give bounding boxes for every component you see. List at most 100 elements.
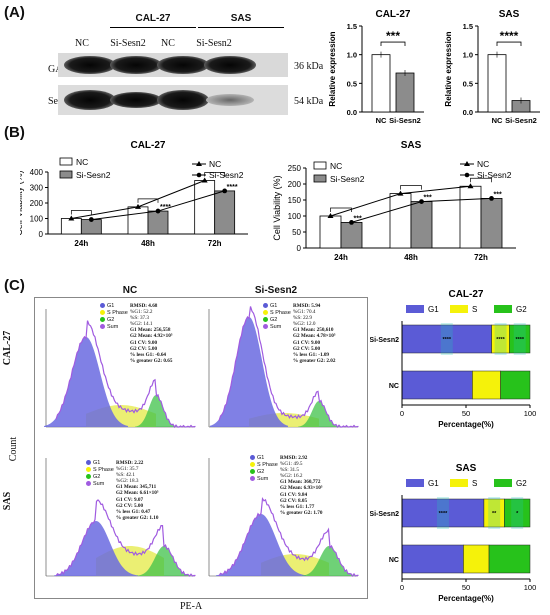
s-dot-icon — [100, 310, 105, 316]
stat: %S: 37.3 — [130, 315, 150, 322]
significance-label: **** — [227, 184, 238, 191]
legend-label: NC — [76, 157, 88, 167]
y-tick-label: 200 — [30, 199, 44, 208]
chart-title: SAS — [499, 9, 520, 20]
x-tick-label: 24h — [334, 253, 348, 262]
y-tick-label: 0 — [39, 230, 44, 239]
g1-peak — [210, 317, 288, 427]
y-tick-label: 300 — [30, 184, 44, 193]
relative-expression-sas-chart: SAS 0.0 0.5 1.0 1.5 Relative expression NC Si-S… — [444, 9, 540, 125]
stat: RMSD: 4.68 — [130, 303, 158, 309]
legend-marker — [464, 172, 470, 178]
stacked-segment — [488, 544, 531, 574]
legend-label: Sum — [107, 324, 119, 330]
legend-label: G2 — [93, 474, 101, 480]
y-tick-label: 0.5 — [463, 79, 473, 88]
stacked-segment — [500, 370, 531, 400]
significance-highlight — [488, 497, 501, 529]
flow-column-title: Si-Sesn2 — [254, 285, 298, 296]
y-tick-label: 250 — [288, 164, 302, 173]
significance-bracket — [400, 185, 422, 190]
bar — [214, 190, 236, 235]
flow-stats: RMSD: 4.68 %G1: 52.2 %S: 37.3 %G2: 14.1 … — [130, 303, 172, 364]
x-tick-label: 24h — [74, 239, 88, 248]
g2-peak — [137, 546, 191, 576]
marker-triangle — [201, 177, 208, 183]
s-dot-icon — [86, 467, 91, 473]
significance-highlight — [436, 497, 449, 529]
marker-circle — [155, 208, 161, 214]
stat: G2 CV: 5.00 — [293, 345, 321, 352]
stat: G1 CV: 9.07 — [116, 496, 144, 503]
x-tick-label: 50 — [462, 583, 470, 592]
marker-triangle — [397, 190, 404, 196]
stat: G1 Mean: 256,558 — [130, 327, 171, 334]
stat: % less G1: 0.47 — [116, 508, 151, 515]
y-tick-label: 1.5 — [463, 22, 473, 31]
s-dot-icon — [263, 310, 268, 316]
stat: %G1: 52.2 — [130, 309, 153, 316]
legend-label: G2 — [257, 469, 265, 475]
flow-row-title: CAL-27 — [2, 330, 13, 366]
g2-dot-icon — [86, 474, 91, 480]
flow-histogram — [45, 458, 196, 577]
legend-label: G1 — [428, 305, 439, 314]
flow-ylabel: Count — [8, 436, 19, 462]
legend-swatch — [406, 479, 424, 487]
legend-label: NC — [477, 159, 489, 169]
significance-label: *** — [424, 195, 432, 202]
bar — [147, 210, 169, 235]
sum-curve — [218, 496, 359, 578]
x-tick-label: 50 — [462, 409, 470, 418]
marker-circle — [349, 220, 354, 225]
legend-label: S Phase — [107, 310, 128, 316]
sum-curve — [218, 306, 359, 429]
flow-stats: RMSD: 5.94 %G1: 70.4 %S: 22.9 %G2: 12.0 … — [293, 303, 335, 364]
divider — [198, 27, 284, 28]
panel-label-c: (C) — [4, 277, 25, 294]
significance-bracket — [496, 41, 522, 47]
flow-stats: RMSD: 2.92 %G1: 49.5 %S: 31.5 %G2: 16.2 … — [280, 455, 322, 516]
y-axis-label: Relative expression — [328, 31, 337, 106]
stat: G2 Mean: 4.78×10⁵ — [293, 333, 336, 340]
blot-lane-label: NC — [161, 38, 175, 49]
legend-label: S — [472, 479, 477, 488]
sum-curve — [55, 320, 196, 429]
stacked-segment — [401, 498, 485, 528]
x-tick-label: 48h — [141, 239, 155, 248]
blot-lane-label: NC — [75, 38, 89, 49]
stat: % greater G2: 1.70 — [280, 509, 323, 516]
chart-title: SAS — [456, 463, 477, 474]
legend-label: Si-Sesn2 — [76, 170, 111, 180]
blot-kda: 36 kDa — [294, 61, 324, 72]
legend-label: G1 — [270, 303, 278, 309]
cell-viability-cal27-chart: CAL-27 0 100 200 300 400 Cell Viability (%) 24h… — [20, 140, 248, 248]
stacked-segment — [401, 544, 464, 574]
stat: G1 CV: 9.00 — [130, 339, 158, 346]
legend-swatch — [450, 305, 468, 313]
stacked-segment — [509, 324, 531, 354]
sum-curve — [55, 499, 196, 577]
flow-legend: G1 S Phase G2 Sum — [250, 455, 278, 483]
stat: G1 CV: 9.84 — [280, 491, 308, 498]
blot-cell-line: SAS — [230, 13, 252, 24]
legend-marker — [464, 161, 470, 166]
x-tick-label: Si-Sesn2 — [505, 116, 537, 125]
significance-label: **** — [443, 337, 452, 343]
flow-legend: G1 S Phase G2 Sum — [100, 303, 128, 331]
marker-circle — [419, 199, 424, 204]
y-tick-label: 0.0 — [463, 108, 473, 117]
g2-dot-icon — [263, 317, 268, 323]
legend-label: G1 — [107, 303, 115, 309]
stat: %G1: 70.4 — [293, 309, 316, 316]
x-tick-label: 48h — [404, 253, 418, 262]
significance-bracket — [330, 207, 352, 212]
legend-swatch — [313, 174, 327, 183]
x-tick-label: 0 — [400, 583, 404, 592]
y-tick-label: 100 — [30, 215, 44, 224]
stat: G2 Mean: 4.92×10⁵ — [130, 333, 173, 340]
stat: G2 Mean: 6.61×10⁵ — [116, 490, 159, 497]
legend-swatch — [313, 161, 327, 170]
chart-title: SAS — [401, 140, 422, 151]
stat: G2 CV: 8.05 — [280, 497, 308, 504]
